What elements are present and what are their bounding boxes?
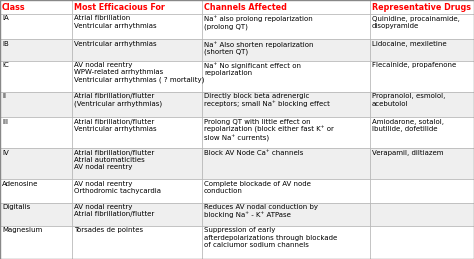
Text: Na⁺ No significant effect on
repolarization: Na⁺ No significant effect on repolarizat… xyxy=(204,62,301,76)
Bar xyxy=(202,14,370,39)
Bar xyxy=(0,92,72,117)
Text: Magnesium: Magnesium xyxy=(2,227,42,233)
Bar xyxy=(0,117,72,148)
Text: IV: IV xyxy=(2,150,9,156)
Text: Adenosine: Adenosine xyxy=(2,181,38,187)
Bar xyxy=(202,92,370,117)
Bar xyxy=(370,179,474,203)
Text: Prolong QT with little effect on
repolarization (block either fast K⁺ or
slow Na: Prolong QT with little effect on repolar… xyxy=(204,119,334,142)
Bar xyxy=(72,148,202,179)
Text: Lidocaine, mexiletine: Lidocaine, mexiletine xyxy=(372,41,447,47)
Bar xyxy=(370,117,474,148)
Text: Block AV Node Ca⁺ channels: Block AV Node Ca⁺ channels xyxy=(204,150,303,156)
Bar xyxy=(72,39,202,61)
Bar xyxy=(202,39,370,61)
Text: Na⁺ Also shorten repolarization
(shorten QT): Na⁺ Also shorten repolarization (shorten… xyxy=(204,41,313,55)
Text: Class: Class xyxy=(2,3,26,11)
Bar xyxy=(202,148,370,179)
Bar xyxy=(72,92,202,117)
Bar xyxy=(202,179,370,203)
Text: Na⁺ also prolong repolarization
(prolong QT): Na⁺ also prolong repolarization (prolong… xyxy=(204,16,313,30)
Bar xyxy=(202,117,370,148)
Text: AV nodal reentry
WPW-related arrhythmias
Ventricular arrhythmias ( ? mortality): AV nodal reentry WPW-related arrhythmias… xyxy=(74,62,204,83)
Text: Channels Affected: Channels Affected xyxy=(204,3,287,11)
Text: Reduces AV nodal conduction by
blocking Na⁺ - K⁺ ATPase: Reduces AV nodal conduction by blocking … xyxy=(204,204,318,218)
Bar xyxy=(0,226,72,259)
Text: Torsades de pointes: Torsades de pointes xyxy=(74,227,143,233)
Bar xyxy=(0,203,72,226)
Text: Quinidine, procainamide,
disopyramide: Quinidine, procainamide, disopyramide xyxy=(372,16,460,29)
Bar xyxy=(370,14,474,39)
Text: IA: IA xyxy=(2,16,9,21)
Text: Atrial fibrillation/flutter
Atrial automaticities
AV nodal reentry: Atrial fibrillation/flutter Atrial autom… xyxy=(74,150,154,170)
Bar xyxy=(202,203,370,226)
Text: Digitalis: Digitalis xyxy=(2,204,30,210)
Bar xyxy=(370,92,474,117)
Bar xyxy=(0,179,72,203)
Bar xyxy=(72,179,202,203)
Text: III: III xyxy=(2,119,8,125)
Text: Atrial fibrillation/flutter
(Ventricular arrhythmias): Atrial fibrillation/flutter (Ventricular… xyxy=(74,93,162,107)
Text: Flecainide, propafenone: Flecainide, propafenone xyxy=(372,62,456,68)
Bar xyxy=(370,0,474,14)
Text: Atrial fibrillation
Ventricular arrhythmias: Atrial fibrillation Ventricular arrhythm… xyxy=(74,16,156,29)
Text: Atrial fibrillation/flutter
Ventricular arrhythmias: Atrial fibrillation/flutter Ventricular … xyxy=(74,119,156,132)
Bar xyxy=(370,148,474,179)
Text: AV nodal reentry
Orthodromic tachycardia: AV nodal reentry Orthodromic tachycardia xyxy=(74,181,161,194)
Bar xyxy=(0,39,72,61)
Bar xyxy=(72,0,202,14)
Bar xyxy=(370,226,474,259)
Bar xyxy=(0,148,72,179)
Bar xyxy=(72,203,202,226)
Bar xyxy=(0,61,72,92)
Bar xyxy=(72,226,202,259)
Bar xyxy=(202,226,370,259)
Text: Suppression of early
afterdepolarizations through blockade
of calciumor sodium c: Suppression of early afterdepolarization… xyxy=(204,227,337,248)
Bar xyxy=(370,61,474,92)
Text: Ventricular arrhythmias: Ventricular arrhythmias xyxy=(74,41,156,47)
Bar xyxy=(72,14,202,39)
Text: Most Efficacious For: Most Efficacious For xyxy=(74,3,165,11)
Text: IB: IB xyxy=(2,41,9,47)
Text: II: II xyxy=(2,93,6,99)
Bar xyxy=(370,203,474,226)
Text: AV nodal reentry
Atrial fibrillation/flutter: AV nodal reentry Atrial fibrillation/flu… xyxy=(74,204,154,217)
Bar xyxy=(370,39,474,61)
Text: IC: IC xyxy=(2,62,9,68)
Bar xyxy=(0,14,72,39)
Text: Representative Drugs: Representative Drugs xyxy=(372,3,471,11)
Text: Verapamil, diltiazem: Verapamil, diltiazem xyxy=(372,150,444,156)
Text: Directly block beta adrenergic
receptors; small Na⁺ blocking effect: Directly block beta adrenergic receptors… xyxy=(204,93,330,107)
Bar xyxy=(72,61,202,92)
Text: Amiodarone, sotalol,
Ibutilide, dofetilide: Amiodarone, sotalol, Ibutilide, dofetili… xyxy=(372,119,444,132)
Bar xyxy=(202,0,370,14)
Text: Complete blockade of AV node
conduction: Complete blockade of AV node conduction xyxy=(204,181,311,194)
Text: Propranolol, esmolol,
acebutolol: Propranolol, esmolol, acebutolol xyxy=(372,93,446,106)
Bar xyxy=(202,61,370,92)
Bar xyxy=(72,117,202,148)
Bar xyxy=(0,0,72,14)
